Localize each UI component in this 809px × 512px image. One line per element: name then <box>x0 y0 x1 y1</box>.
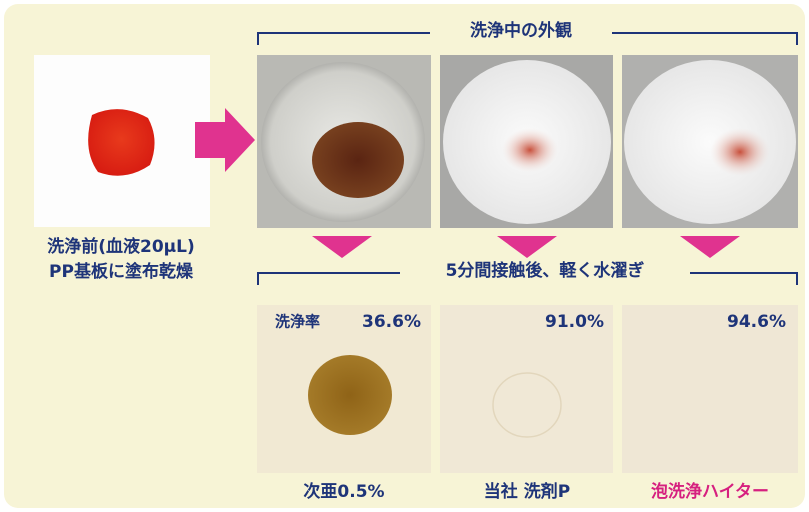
down-arrow <box>497 236 557 258</box>
agent-name: 泡洗浄ハイター <box>651 481 769 502</box>
photo <box>440 305 613 473</box>
down-arrow <box>312 236 372 258</box>
section-title: 洗浄中の外観 <box>470 20 572 41</box>
rate: 91.0% <box>545 312 604 332</box>
down-arrow <box>680 236 740 258</box>
rate: 36.6% <box>362 312 421 332</box>
stain <box>710 128 770 176</box>
section-title: 5分間接触後、軽く水濯ぎ <box>446 260 645 281</box>
blood-spot <box>88 109 155 176</box>
bracket <box>257 272 798 285</box>
stain <box>502 128 558 172</box>
agent-name: 次亜0.5% <box>303 481 384 502</box>
stain <box>312 122 404 198</box>
agent-name: 当社 洗剤P <box>484 481 570 502</box>
bracket <box>257 32 798 45</box>
arrow <box>195 108 255 172</box>
photo <box>622 305 798 473</box>
before-label: PP基板に塗布乾燥 <box>49 261 194 282</box>
stain <box>308 355 392 435</box>
rate: 94.6% <box>727 312 786 332</box>
before-label: 洗浄前(血液20μL) <box>47 236 195 257</box>
dish <box>624 60 796 224</box>
rate-label: 洗浄率 <box>275 313 320 331</box>
stain <box>492 372 562 438</box>
